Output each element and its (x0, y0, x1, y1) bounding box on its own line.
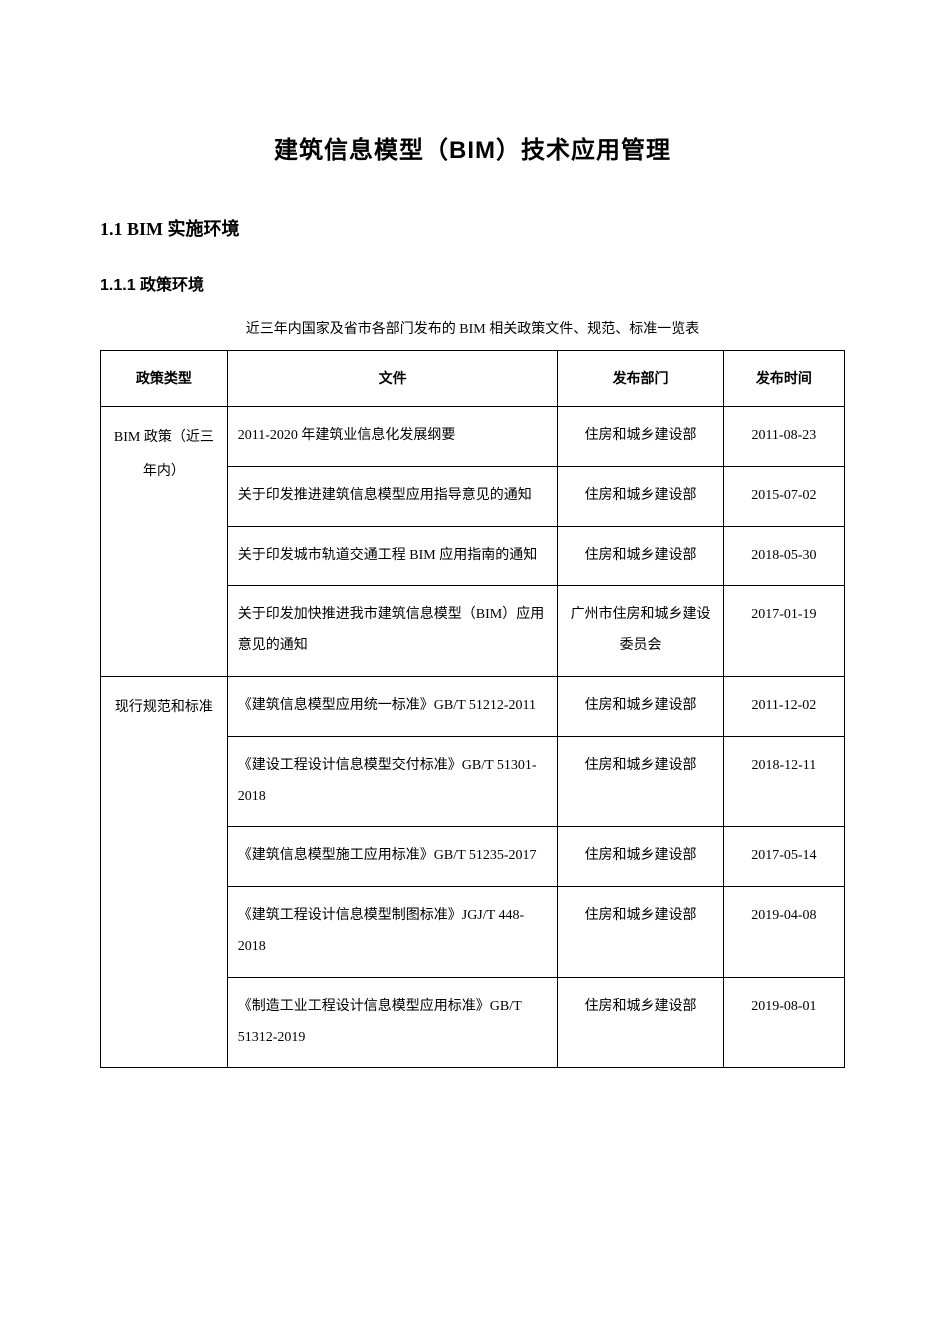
file-cell: 关于印发推进建筑信息模型应用指导意见的通知 (227, 466, 558, 526)
date-cell: 2019-04-08 (723, 887, 844, 978)
dept-cell: 住房和城乡建设部 (558, 827, 723, 887)
document-title: 建筑信息模型（BIM）技术应用管理 (100, 130, 845, 165)
file-cell: 《建设工程设计信息模型交付标准》GB/T 51301-2018 (227, 736, 558, 827)
table-caption: 近三年内国家及省市各部门发布的 BIM 相关政策文件、规范、标准一览表 (100, 317, 845, 342)
table-header-date: 发布时间 (723, 351, 844, 407)
table-header-row: 政策类型 文件 发布部门 发布时间 (101, 351, 845, 407)
file-cell: 关于印发加快推进我市建筑信息模型（BIM）应用意见的通知 (227, 586, 558, 677)
date-cell: 2017-05-14 (723, 827, 844, 887)
dept-cell: 住房和城乡建设部 (558, 676, 723, 736)
date-cell: 2019-08-01 (723, 977, 844, 1068)
date-cell: 2011-08-23 (723, 406, 844, 466)
subsection-number: 1.1.1 (100, 277, 136, 294)
file-cell: 关于印发城市轨道交通工程 BIM 应用指南的通知 (227, 526, 558, 586)
date-cell: 2018-05-30 (723, 526, 844, 586)
policy-table: 政策类型 文件 发布部门 发布时间 BIM 政策（近三年内） 2011-2020… (100, 350, 845, 1068)
date-cell: 2015-07-02 (723, 466, 844, 526)
dept-cell: 住房和城乡建设部 (558, 977, 723, 1068)
table-header-type: 政策类型 (101, 351, 228, 407)
subsection-title: 政策环境 (140, 277, 204, 294)
table-header-dept: 发布部门 (558, 351, 723, 407)
dept-cell: 广州市住房和城乡建设委员会 (558, 586, 723, 677)
table-row: 现行规范和标准 《建筑信息模型应用统一标准》GB/T 51212-2011 住房… (101, 676, 845, 736)
date-cell: 2018-12-11 (723, 736, 844, 827)
section-heading: 1.1 BIM 实施环境 (100, 215, 845, 241)
dept-cell: 住房和城乡建设部 (558, 736, 723, 827)
file-cell: 《建筑工程设计信息模型制图标准》JGJ/T 448-2018 (227, 887, 558, 978)
type-cell: BIM 政策（近三年内） (101, 406, 228, 676)
file-cell: 《制造工业工程设计信息模型应用标准》GB/T 51312-2019 (227, 977, 558, 1068)
date-cell: 2017-01-19 (723, 586, 844, 677)
dept-cell: 住房和城乡建设部 (558, 466, 723, 526)
file-cell: 《建筑信息模型应用统一标准》GB/T 51212-2011 (227, 676, 558, 736)
type-cell: 现行规范和标准 (101, 676, 228, 1067)
subsection-heading: 1.1.1 政策环境 (100, 271, 845, 295)
table-row: BIM 政策（近三年内） 2011-2020 年建筑业信息化发展纲要 住房和城乡… (101, 406, 845, 466)
dept-cell: 住房和城乡建设部 (558, 526, 723, 586)
date-cell: 2011-12-02 (723, 676, 844, 736)
section-number: 1.1 (100, 219, 123, 239)
dept-cell: 住房和城乡建设部 (558, 887, 723, 978)
table-header-file: 文件 (227, 351, 558, 407)
file-cell: 2011-2020 年建筑业信息化发展纲要 (227, 406, 558, 466)
dept-cell: 住房和城乡建设部 (558, 406, 723, 466)
file-cell: 《建筑信息模型施工应用标准》GB/T 51235-2017 (227, 827, 558, 887)
section-title: BIM 实施环境 (127, 219, 240, 239)
